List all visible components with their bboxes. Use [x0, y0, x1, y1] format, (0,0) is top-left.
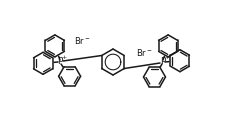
Text: +: + [61, 55, 66, 60]
Text: P: P [57, 58, 62, 66]
Text: +: + [164, 55, 169, 60]
Text: P: P [160, 58, 165, 66]
Text: Br$^-$: Br$^-$ [73, 34, 90, 46]
Text: Br$^-$: Br$^-$ [135, 46, 152, 58]
